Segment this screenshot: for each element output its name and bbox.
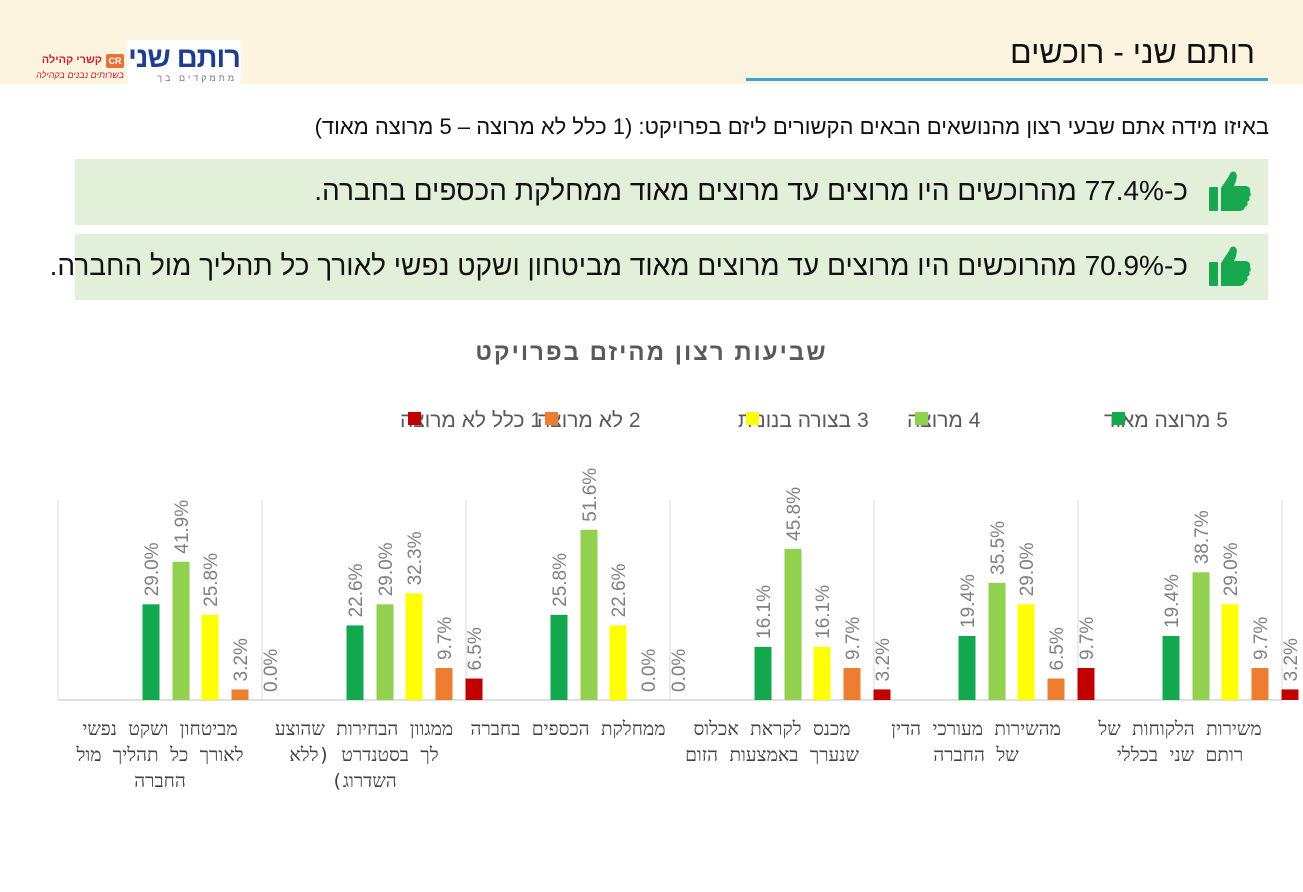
- data-label: 9.7%: [843, 617, 864, 660]
- bar: [1192, 572, 1210, 700]
- bar: [346, 625, 364, 700]
- bar: [465, 678, 483, 700]
- title-underline: [746, 78, 1268, 81]
- logo-sub-text: מתמקדים בך: [157, 73, 237, 83]
- bar: [813, 646, 831, 700]
- data-label: 41.9%: [172, 500, 193, 554]
- bar: [1077, 667, 1095, 700]
- data-label: 29.0%: [1017, 542, 1038, 596]
- logo-main-text: רותם שני: [128, 42, 241, 74]
- x-tick-label: ממחלקת הכספים בחברה: [470, 718, 666, 740]
- legend-swatch: [915, 412, 928, 425]
- bar: [142, 604, 160, 700]
- data-label: 25.8%: [550, 553, 571, 607]
- thumbs-up-icon: [1209, 171, 1251, 211]
- data-label: 16.1%: [754, 585, 775, 639]
- data-label: 0.0%: [639, 649, 660, 692]
- bar: [550, 614, 568, 700]
- partner-badge: CR: [106, 54, 124, 68]
- highlight-text: כ-77.4% מהרוכשים היו מרוצים עד מרוצים מא…: [314, 175, 1188, 206]
- legend-swatch: [545, 412, 558, 425]
- legend-label: 3 בצורה בנונית: [738, 409, 869, 432]
- data-label: 29.0%: [142, 542, 163, 596]
- bar: [376, 604, 394, 700]
- legend-label: 2 לא מרוצה: [537, 409, 641, 432]
- bar: [1251, 667, 1269, 700]
- legend-swatch: [408, 412, 421, 425]
- data-label: 29.0%: [376, 542, 397, 596]
- bar: [754, 646, 772, 700]
- partner-logo: CR קשרי קהילה בשרותים נבנים בקהילה: [26, 48, 126, 82]
- bar: [784, 548, 802, 700]
- data-label: 25.8%: [201, 553, 222, 607]
- data-label: 9.7%: [1077, 617, 1098, 660]
- data-label: 22.6%: [346, 563, 367, 617]
- bar: [231, 689, 249, 700]
- bar: [405, 593, 423, 700]
- highlight-text: כ-70.9% מהרוכשים היו מרוצים עד מרוצים מא…: [49, 250, 1188, 281]
- bar: [873, 689, 891, 700]
- data-label: 16.1%: [813, 585, 834, 639]
- data-label: 9.7%: [435, 617, 456, 660]
- data-label: 3.2%: [231, 638, 252, 681]
- thumbs-up-icon: [1209, 246, 1251, 286]
- data-label: 29.0%: [1221, 542, 1242, 596]
- data-label: 32.3%: [405, 531, 426, 585]
- data-label: 35.5%: [988, 521, 1009, 575]
- bar: [1221, 604, 1239, 700]
- company-logo: רותם שני מתמקדים בך: [127, 40, 241, 86]
- legend-label: 5 מרוצה מאוד: [1104, 409, 1228, 432]
- bar: [1017, 604, 1035, 700]
- x-tick-label: מהשירות מעורכי הדין של החברה: [891, 718, 1061, 766]
- survey-question: באיזו מידה אתם שבעי רצון מהנושאים הבאים …: [314, 114, 1269, 139]
- bar: [1047, 678, 1065, 700]
- bar: [172, 561, 190, 700]
- bar: [435, 667, 453, 700]
- page-title: רותם שני - רוכשים: [1010, 34, 1255, 70]
- x-tick-label: מכנס לקראת אכלוס שנערך באמצעות הזום: [685, 718, 859, 766]
- data-label: 6.5%: [1047, 627, 1068, 670]
- bar: [843, 667, 861, 700]
- data-label: 0.0%: [261, 649, 282, 692]
- data-label: 6.5%: [465, 627, 486, 670]
- data-label: 9.7%: [1251, 617, 1272, 660]
- partner-name: קשרי קהילה: [41, 54, 102, 66]
- bar: [580, 529, 598, 700]
- x-tick-label: משירות הלקוחות של רותם שני בכללי: [1098, 718, 1262, 766]
- bar: [1281, 689, 1299, 700]
- data-label: 45.8%: [784, 487, 805, 541]
- x-axis-labels: משירות הלקוחות של רותם שני בכללי מהשירות …: [0, 716, 1303, 836]
- data-label: 19.4%: [1162, 574, 1183, 628]
- x-tick-label: ממגוון הבחירות שהוצע לך בסטנדרט (ללא השד…: [274, 718, 454, 792]
- bar: [1162, 635, 1180, 700]
- bar: [958, 635, 976, 700]
- bar: [201, 614, 219, 700]
- highlight-box: כ-77.4% מהרוכשים היו מרוצים עד מרוצים מא…: [75, 159, 1268, 225]
- highlight-box: כ-70.9% מהרוכשים היו מרוצים עד מרוצים מא…: [50, 234, 1268, 300]
- legend-swatch: [1112, 412, 1125, 425]
- x-tick-label: מביטחון ושקט נפשי לאורך כל תהליך מול החב…: [76, 718, 244, 792]
- partner-tagline: בשרותים נבנים בקהילה: [36, 70, 124, 80]
- data-label: 0.0%: [669, 649, 690, 692]
- data-label: 22.6%: [609, 563, 630, 617]
- bar: [988, 582, 1006, 700]
- legend-label: 1 כלל לא מרוצה: [400, 409, 542, 432]
- data-label: 3.2%: [1281, 638, 1302, 681]
- legend-swatch: [746, 412, 759, 425]
- data-label: 51.6%: [580, 468, 601, 522]
- data-label: 19.4%: [958, 574, 979, 628]
- data-label: 3.2%: [873, 638, 894, 681]
- chart-title: שביעות רצון מהיזם בפרויקט: [475, 339, 828, 366]
- data-label: 38.7%: [1192, 510, 1213, 564]
- bar: [609, 625, 627, 700]
